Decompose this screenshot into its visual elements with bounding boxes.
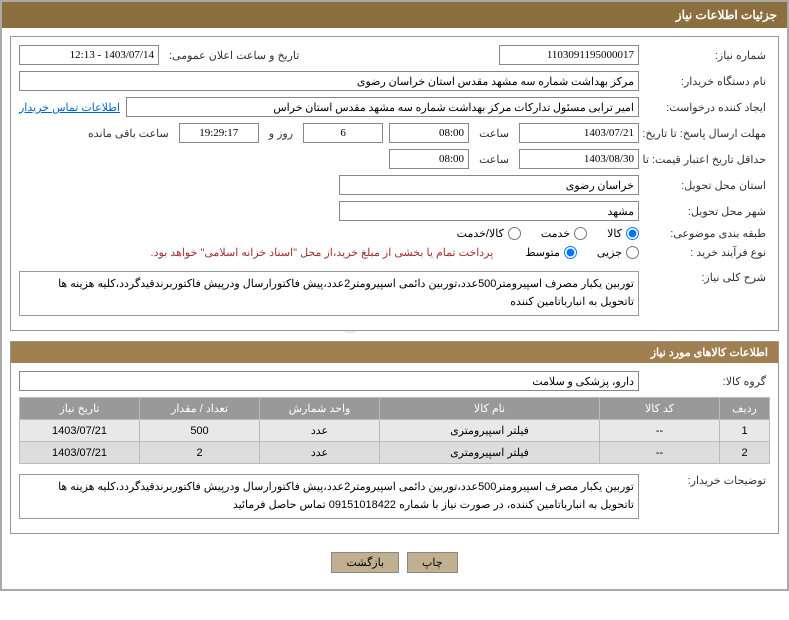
city-label: شهر محل تحویل: (645, 205, 770, 218)
requester-label: ایجاد کننده درخواست: (645, 101, 770, 114)
buyer-contact-link[interactable]: اطلاعات تماس خریدار (19, 101, 120, 114)
items-table: ردیف کد کالا نام کالا واحد شمارش تعداد /… (19, 397, 770, 464)
col-row: ردیف (720, 398, 770, 420)
category-radio-group: کالا خدمت کالا/خدمت (457, 227, 639, 240)
table-cell: عدد (260, 420, 380, 442)
deadline-time-field (389, 123, 469, 143)
col-code: کد کالا (600, 398, 720, 420)
table-row: 2--فیلتر اسپیرومتریعدد21403/07/21 (20, 442, 770, 464)
table-cell: -- (600, 420, 720, 442)
proc-med-option[interactable]: متوسط (525, 246, 577, 259)
main-container: جزئیات اطلاعات نیاز شماره نیاز: تاریخ و … (0, 0, 789, 591)
group-label: گروه کالا: (645, 375, 770, 388)
process-label: نوع فرآیند خرید : (645, 246, 770, 259)
validity-time-field (389, 149, 469, 169)
table-cell: 1 (720, 420, 770, 442)
buyer-org-field (19, 71, 639, 91)
province-field (339, 175, 639, 195)
need-number-label: شماره نیاز: (645, 49, 770, 62)
cat-service-option[interactable]: خدمت (541, 227, 587, 240)
cat-goods-radio[interactable] (626, 227, 639, 240)
summary-label: شرح کلی نیاز: (645, 271, 770, 284)
process-radio-group: جزیی متوسط (525, 246, 639, 259)
col-date: تاریخ نیاز (20, 398, 140, 420)
buyer-org-label: نام دستگاه خریدار: (645, 75, 770, 88)
table-cell: فیلتر اسپیرومتری (380, 442, 600, 464)
page-title: جزئیات اطلاعات نیاز (676, 8, 777, 22)
table-cell: 2 (140, 442, 260, 464)
col-name: نام کالا (380, 398, 600, 420)
col-unit: واحد شمارش (260, 398, 380, 420)
table-cell: 500 (140, 420, 260, 442)
group-field (19, 371, 639, 391)
need-number-field (499, 45, 639, 65)
requester-field (126, 97, 639, 117)
table-cell: فیلتر اسپیرومتری (380, 420, 600, 442)
time-label-2: ساعت (475, 153, 513, 166)
announce-label: تاریخ و ساعت اعلان عمومی: (165, 49, 303, 62)
items-section-title: اطلاعات کالاهای مورد نیاز (11, 342, 778, 363)
print-button[interactable]: چاپ (407, 552, 458, 573)
cat-service-radio[interactable] (574, 227, 587, 240)
table-cell: -- (600, 442, 720, 464)
province-label: استان محل تحویل: (645, 179, 770, 192)
payment-note: پرداخت تمام یا بخشی از مبلغ خرید،از محل … (151, 246, 494, 259)
deadline-date-field (519, 123, 639, 143)
items-section: اطلاعات کالاهای مورد نیاز گروه کالا: ردی… (10, 341, 779, 534)
table-cell: عدد (260, 442, 380, 464)
validity-label: حداقل تاریخ اعتبار قیمت: تا تاریخ: (645, 153, 770, 166)
category-label: طبقه بندی موضوعی: (645, 227, 770, 240)
countdown-field (179, 123, 259, 143)
proc-med-radio[interactable] (564, 246, 577, 259)
proc-small-option[interactable]: جزیی (597, 246, 639, 259)
cat-both-radio[interactable] (508, 227, 521, 240)
buyer-notes-box: توربین یکبار مصرف اسپیرومتر500عدد،توربین… (19, 474, 639, 519)
col-qty: تعداد / مقدار (140, 398, 260, 420)
time-label-1: ساعت (475, 127, 513, 140)
table-row: 1--فیلتر اسپیرومتریعدد5001403/07/21 (20, 420, 770, 442)
cat-both-option[interactable]: کالا/خدمت (457, 227, 521, 240)
deadline-label: مهلت ارسال پاسخ: تا تاریخ: (645, 127, 770, 140)
back-button[interactable]: بازگشت (331, 552, 399, 573)
remain-label: ساعت باقی مانده (84, 127, 173, 140)
validity-date-field (519, 149, 639, 169)
cat-goods-option[interactable]: کالا (607, 227, 639, 240)
summary-box: توربین یکبار مصرف اسپیرومتر500عدد،توربین… (19, 271, 639, 316)
notes-label: توضیحات خریدار: (645, 474, 770, 487)
proc-small-radio[interactable] (626, 246, 639, 259)
table-cell: 2 (720, 442, 770, 464)
announce-field (19, 45, 159, 65)
page-title-bar: جزئیات اطلاعات نیاز (2, 2, 787, 28)
table-cell: 1403/07/21 (20, 420, 140, 442)
need-details-section: شماره نیاز: تاریخ و ساعت اعلان عمومی: نا… (10, 36, 779, 331)
days-and-label: روز و (265, 127, 297, 140)
city-field (339, 201, 639, 221)
days-left-field (303, 123, 383, 143)
table-cell: 1403/07/21 (20, 442, 140, 464)
button-row: چاپ بازگشت (10, 544, 779, 581)
content-area: شماره نیاز: تاریخ و ساعت اعلان عمومی: نا… (10, 36, 779, 581)
